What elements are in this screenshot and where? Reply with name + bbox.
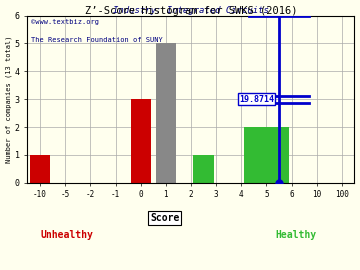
Text: Industry: Integrated Circuits: Industry: Integrated Circuits (113, 6, 269, 15)
Text: The Research Foundation of SUNY: The Research Foundation of SUNY (31, 37, 162, 43)
Bar (193, 155, 213, 183)
Text: Unhealthy: Unhealthy (40, 230, 93, 239)
Text: ©www.textbiz.org: ©www.textbiz.org (31, 19, 99, 25)
Bar (156, 43, 176, 183)
Bar (244, 127, 289, 183)
Text: 19.8714: 19.8714 (239, 95, 274, 104)
Bar (30, 155, 50, 183)
Y-axis label: Number of companies (13 total): Number of companies (13 total) (5, 35, 12, 163)
Text: Score: Score (150, 213, 180, 223)
Title: Z’-Score Histogram for SWKS (2016): Z’-Score Histogram for SWKS (2016) (85, 6, 297, 16)
Text: Healthy: Healthy (275, 230, 316, 239)
Bar (131, 99, 151, 183)
